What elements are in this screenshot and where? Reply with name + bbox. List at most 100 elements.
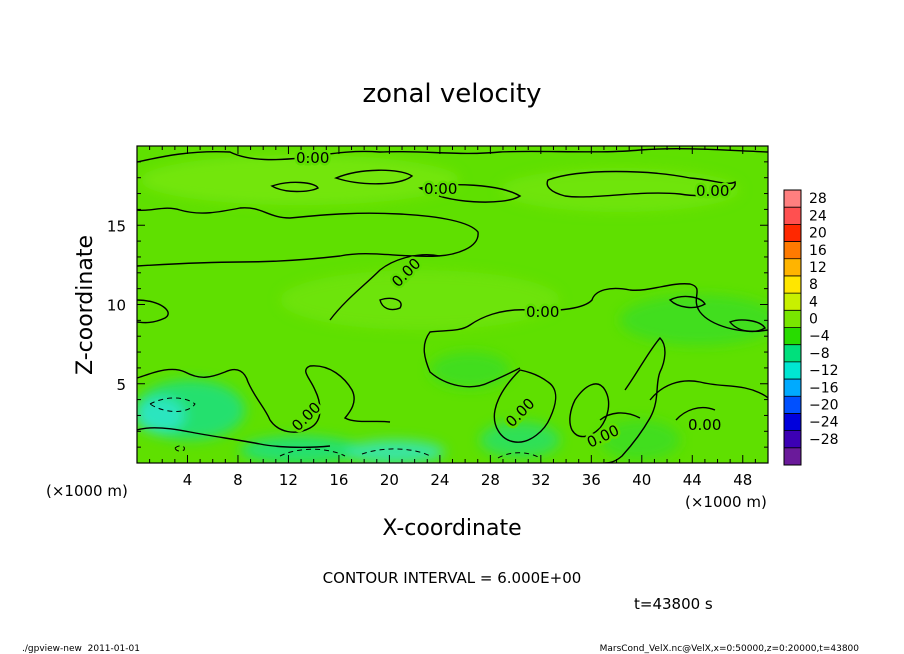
contour-line-negative xyxy=(361,448,431,457)
x-tick-label: 4 xyxy=(183,471,193,489)
x-tick-label: 36 xyxy=(582,471,601,489)
colorbar-label: −24 xyxy=(809,415,839,431)
contour-line-negative xyxy=(497,452,541,459)
contour-line xyxy=(379,297,402,311)
colorbar-label: −12 xyxy=(809,363,839,379)
contour-line xyxy=(270,181,319,193)
footer-right: MarsCond_VelX.nc@VelX,x=0:50000,z=0:2000… xyxy=(600,644,860,654)
colorbar-label: 12 xyxy=(809,260,827,276)
contour-line xyxy=(137,148,768,163)
colorbar-label: −4 xyxy=(809,329,830,345)
plot-area: 0.00 0.00 0.00 0.00 0.00 0.00 0.00 0.00 … xyxy=(137,146,768,463)
colorbar-swatch xyxy=(784,379,801,397)
field-shading xyxy=(137,155,768,463)
field-shade xyxy=(620,295,768,345)
x-tick-label: 24 xyxy=(430,471,449,489)
field-shade xyxy=(137,397,185,433)
colorbar-swatch xyxy=(784,344,801,363)
field-shade xyxy=(480,422,560,458)
chart-title: zonal velocity xyxy=(362,79,541,109)
contour-line xyxy=(137,207,479,267)
colorbar-swatch xyxy=(784,275,801,294)
x-tick-label: 8 xyxy=(233,471,243,489)
x-axis-unit: (×1000 m) xyxy=(685,493,767,511)
colorbar-label: 28 xyxy=(809,191,827,207)
contour-line-negative xyxy=(174,445,185,452)
y-axis-unit: (×1000 m) xyxy=(46,482,128,500)
y-tick-label: 15 xyxy=(107,217,126,235)
field-shade xyxy=(280,270,560,330)
field-shade xyxy=(345,440,445,463)
contour-line xyxy=(423,283,768,388)
colorbar-swatch xyxy=(784,447,801,466)
field-shade xyxy=(140,155,460,205)
colorbar-swatch xyxy=(784,293,801,311)
x-tick-label: 48 xyxy=(733,471,752,489)
field-shade xyxy=(500,168,740,212)
contour-line xyxy=(649,380,768,401)
colorbar-swatch xyxy=(784,310,801,328)
contour-line xyxy=(137,299,169,324)
y-tick-label: 10 xyxy=(107,297,126,315)
contour-line xyxy=(546,170,736,198)
x-tick-label: 32 xyxy=(531,471,550,489)
contour-line xyxy=(569,383,610,438)
x-tick-label: 12 xyxy=(279,471,298,489)
colorbar-swatch xyxy=(784,413,801,431)
field-shade xyxy=(600,420,680,460)
contour-line xyxy=(137,365,391,433)
contour-line xyxy=(334,169,414,185)
field-shade xyxy=(430,352,510,388)
contour-line xyxy=(675,406,716,421)
colorbar-swatch xyxy=(784,207,801,225)
contour-label: 0.00 xyxy=(526,303,559,321)
y-tick-label: 5 xyxy=(116,376,126,394)
x-tick-label: 28 xyxy=(481,471,500,489)
colorbar-swatch xyxy=(784,361,801,380)
contour-interval-text: CONTOUR INTERVAL = 6.000E+00 xyxy=(323,569,582,587)
contour-label: 0.00 xyxy=(696,182,729,200)
colorbar-label: −8 xyxy=(809,346,830,362)
colorbar-swatch xyxy=(784,190,801,208)
contour-line xyxy=(668,295,706,309)
colorbar-swatch xyxy=(784,327,801,345)
contour-line xyxy=(728,319,766,333)
contour-label: 0.00 xyxy=(296,149,329,167)
x-axis-ticks: 4 8 12 16 20 24 28 32 36 40 44 48 xyxy=(149,146,756,489)
contour-label: 0.00 xyxy=(424,180,457,198)
field-shade xyxy=(240,436,360,463)
y-axis-label: Z-coordinate xyxy=(73,235,98,375)
colorbar-swatch xyxy=(784,396,801,414)
x-tick-label: 20 xyxy=(380,471,399,489)
negative-contours xyxy=(149,397,541,459)
colorbar-label: 4 xyxy=(809,294,818,310)
colorbar-label: 8 xyxy=(809,277,818,293)
y-axis-ticks: 5 10 15 xyxy=(107,161,768,448)
colorbar-swatch xyxy=(784,430,801,449)
colorbar-swatch xyxy=(784,258,801,277)
footer-left: ./gpview-new 2011-01-01 xyxy=(22,644,140,654)
colorbar-label: −28 xyxy=(809,432,839,448)
colorbar-label: 0 xyxy=(809,312,818,328)
contour-line-negative xyxy=(149,397,196,412)
colorbar-swatch xyxy=(784,224,801,242)
colorbar-label: −20 xyxy=(809,397,839,413)
x-tick-label: 40 xyxy=(632,471,651,489)
x-axis-label: X-coordinate xyxy=(382,516,521,541)
x-tick-label: 44 xyxy=(683,471,702,489)
contour-label: 0.00 xyxy=(688,416,721,434)
colorbar-swatch xyxy=(784,241,801,260)
colorbar-label: 24 xyxy=(809,208,827,224)
contour-line xyxy=(418,184,522,203)
zero-contours xyxy=(137,148,768,463)
contour-line xyxy=(137,427,331,449)
contour-line xyxy=(493,369,557,443)
x-tick-label: 16 xyxy=(329,471,348,489)
colorbar-label: 16 xyxy=(809,243,827,259)
contour-line xyxy=(599,412,641,421)
time-label: t=43800 s xyxy=(634,595,713,613)
colorbar-label: 20 xyxy=(809,226,827,242)
colorbar-label: −16 xyxy=(809,380,839,396)
